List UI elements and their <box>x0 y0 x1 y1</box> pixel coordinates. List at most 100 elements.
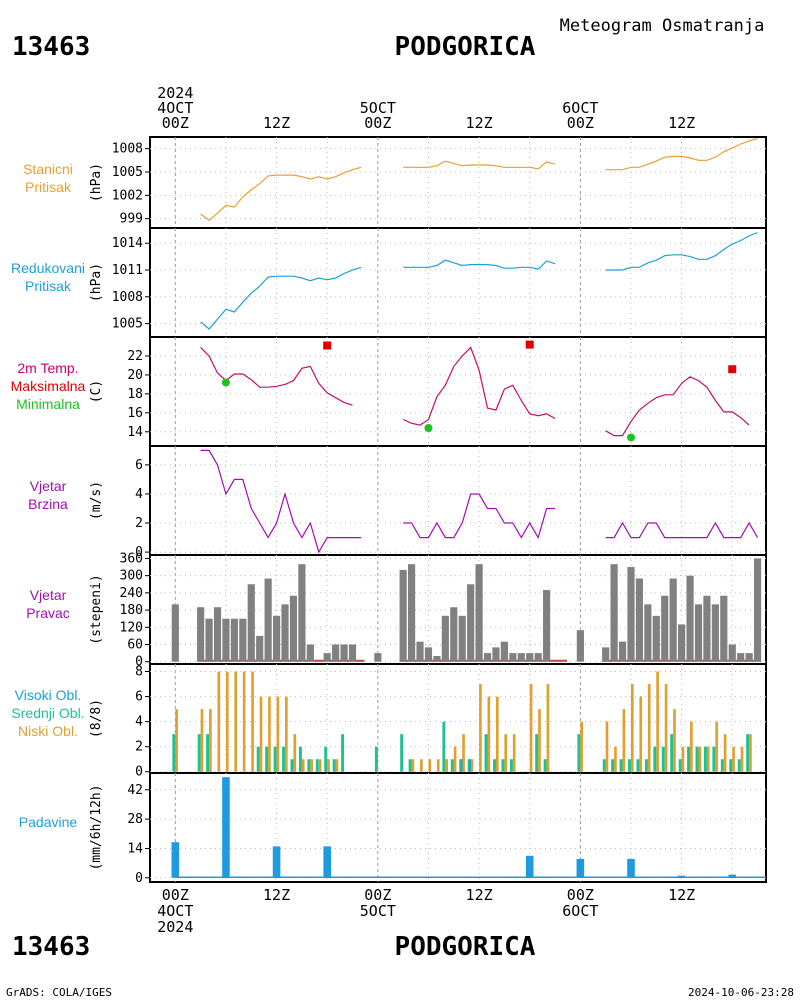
cloud-bar-mid <box>290 759 294 772</box>
bottom-time-label: 4OCT <box>157 902 193 920</box>
bar <box>450 607 458 662</box>
panel-label: Pritisak <box>25 278 72 294</box>
cloud-bar-low <box>420 759 423 772</box>
bar <box>678 624 686 662</box>
cloud-bar-mid <box>729 759 733 772</box>
series-line <box>403 493 555 540</box>
cloud-bar-low <box>242 671 246 772</box>
y-axis-label: (8/8) <box>89 699 104 738</box>
bottom-time-label: 6OCT <box>562 902 598 920</box>
series-line <box>402 346 556 426</box>
cloud-bar-low <box>656 671 659 772</box>
y-axis-label: (mm/6h/12h) <box>89 784 104 870</box>
panel-station_pressure: 999 1002 1005 1008 (hPa) Stanicni Pritisak <box>23 136 767 229</box>
cloud-bar-low <box>209 709 212 772</box>
bar <box>475 876 483 878</box>
y-tick-label: 300 <box>120 569 143 584</box>
bar <box>737 653 745 662</box>
cloud-bar-mid <box>493 759 496 772</box>
cloud-bar-low <box>453 746 457 772</box>
bar <box>458 615 466 662</box>
y-tick-label: 14 <box>127 425 143 440</box>
bar <box>627 567 635 662</box>
cloud-bar-low <box>732 746 735 772</box>
y-axis-label: (hPa) <box>89 263 104 302</box>
panel-precipitation: 0 14 28 42 (mm/6h/12h) Padavine <box>19 772 767 886</box>
y-tick-label: 1011 <box>112 263 143 278</box>
cloud-bar-low <box>715 721 719 772</box>
bar <box>340 644 348 662</box>
cloud-bar-mid <box>307 759 311 772</box>
cloud-bar-low <box>580 721 584 772</box>
panels-group: 999100210051008(hPa)StanicniPritisak1005… <box>11 136 767 886</box>
cloud-bar-mid <box>298 746 302 772</box>
panel-reduced_pressure: 1005 1008 1011 1014 (hPa) Redukovani Pritisak <box>11 227 767 338</box>
series-line <box>605 521 759 539</box>
y-tick-label: 1005 <box>112 165 143 180</box>
panel-label: Brzina <box>28 496 68 512</box>
y-tick-label: 4 <box>135 715 143 730</box>
bar <box>272 846 281 878</box>
cloud-bar-mid <box>628 759 631 772</box>
panel-label: 2m Temp. <box>17 360 78 376</box>
cloud-bar-low <box>664 684 668 772</box>
cloud-bar-mid <box>324 746 328 772</box>
bar <box>239 618 247 662</box>
y-tick-label: 4 <box>135 487 143 502</box>
station-id-top: 13463 <box>12 32 90 62</box>
cloud-bar-low <box>605 721 609 772</box>
bar <box>618 641 627 662</box>
cloud-bar-mid <box>636 759 640 772</box>
max-temp-point <box>728 365 737 374</box>
cloud-bar-low <box>335 759 339 772</box>
top-time-label: 4OCT <box>157 99 193 117</box>
cloud-bar-low <box>706 746 710 772</box>
cloud-bar-low <box>225 671 229 772</box>
cloud-bar-low <box>200 709 204 772</box>
y-tick-label: 42 <box>127 783 143 798</box>
cloud-bar-low <box>504 734 508 772</box>
min-temp-point <box>221 378 230 387</box>
bottom-time-label: 2024 <box>157 918 193 936</box>
cloud-bar-low <box>487 696 491 772</box>
panel-label: Visoki Obl. <box>15 687 82 703</box>
bar <box>205 618 213 662</box>
y-tick-label: 16 <box>127 406 143 421</box>
top-time-label: 2024 <box>157 84 193 102</box>
cloud-bar-low <box>234 671 238 772</box>
bar <box>526 653 534 662</box>
cloud-bar-mid <box>172 734 176 772</box>
y-tick-label: 120 <box>120 620 143 635</box>
y-tick-label: 240 <box>120 586 143 601</box>
bottom-time-label: 12Z <box>466 886 493 904</box>
y-axis-label: (m/s) <box>89 481 104 520</box>
top-time-label: 00Z <box>567 114 594 132</box>
y-tick-label: 1014 <box>112 236 143 251</box>
cloud-bar-low <box>698 746 702 772</box>
station-name-bottom: PODGORICA <box>395 932 536 962</box>
cloud-bar-mid <box>644 759 648 772</box>
bar <box>171 604 179 662</box>
cloud-bar-low <box>630 684 634 772</box>
cloud-bar-mid <box>332 759 336 772</box>
cloud-bar-mid <box>206 734 210 772</box>
y-tick-label: 360 <box>120 551 143 566</box>
cloud-bar-low <box>301 759 305 772</box>
panel-label: Pritisak <box>25 179 72 195</box>
cloud-bar-high <box>469 759 471 772</box>
cloud-bar-mid <box>746 734 750 772</box>
bar <box>281 604 289 662</box>
cloud-bar-low <box>479 684 482 772</box>
max-temp-point <box>323 341 332 350</box>
y-tick-label: 1005 <box>112 317 143 332</box>
panel-temperature: 14 16 18 20 22 (C) 2m Temp. Maksimalna Minimalna <box>11 336 767 447</box>
panel-label: Vjetar <box>30 587 67 603</box>
y-tick-label: 1008 <box>112 290 143 305</box>
bar <box>661 595 669 662</box>
min-temp-point <box>424 423 433 432</box>
cloud-bar-mid <box>661 746 665 772</box>
cloud-bar-low <box>327 759 330 772</box>
bottom-time-label: 5OCT <box>360 902 396 920</box>
series-line <box>200 346 353 406</box>
bar <box>576 630 584 662</box>
